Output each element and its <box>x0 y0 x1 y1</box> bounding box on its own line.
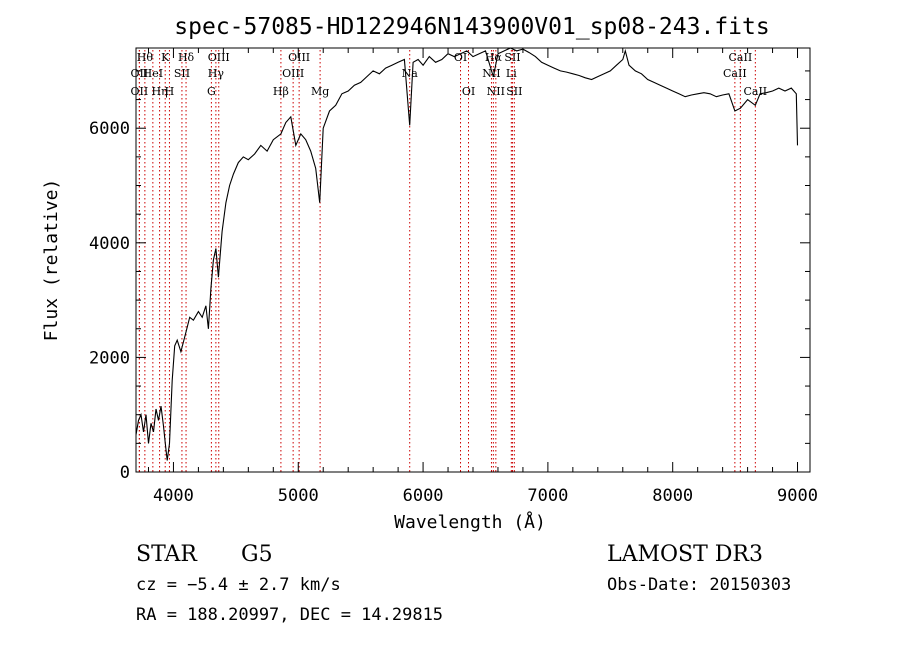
line-label-3: HeI <box>143 67 163 80</box>
y-tick-label-1: 2000 <box>89 348 130 368</box>
y-axis-label: Flux (relative) <box>41 179 62 342</box>
line-label-0: Hθ <box>137 51 154 64</box>
object-class: STAR <box>136 542 198 567</box>
line-label-27: CaII <box>743 85 767 98</box>
spectral-line-labels: HθOIIOIIHeIHηKHSIIHδHγGOIIIHβOIIIOIIIMgN… <box>131 51 768 98</box>
line-label-20: Hα <box>485 51 503 64</box>
line-label-1: OII <box>131 67 149 80</box>
line-label-16: Na <box>402 67 419 80</box>
line-label-19: NII <box>482 67 500 80</box>
x-tick-label-0: 4000 <box>153 486 194 506</box>
line-label-17: OI <box>454 51 467 64</box>
redshift-readout: cz = −5.4 ± 2.7 km/s <box>136 575 341 595</box>
survey-name: LAMOST DR3 <box>607 542 763 567</box>
object-subclass: G5 <box>241 542 273 567</box>
line-label-23: SII <box>504 51 520 64</box>
line-label-14: OIII <box>288 51 310 64</box>
y-tick-label-0: 0 <box>120 463 130 483</box>
line-label-5: K <box>161 51 170 64</box>
spectrum-series-line <box>135 47 799 461</box>
plot-frame <box>135 47 811 473</box>
x-axis-ticks: 4000 5000 6000 7000 8000 9000 <box>147 48 818 506</box>
line-label-7: SII <box>174 67 190 80</box>
x-axis-label: Wavelength (Å) <box>394 511 546 533</box>
x-tick-label-5: 9000 <box>777 486 818 506</box>
line-label-18: OI <box>462 85 475 98</box>
line-label-12: Hβ <box>273 85 289 98</box>
line-label-9: Hγ <box>208 67 225 80</box>
line-label-10: G <box>207 85 216 98</box>
line-label-22: Li <box>506 67 517 80</box>
line-label-15: Mg <box>311 85 329 98</box>
x-tick-label-4: 8000 <box>652 486 693 506</box>
observation-date: Obs-Date: 20150303 <box>607 575 791 595</box>
line-label-2: OII <box>131 85 149 98</box>
line-label-4: Hη <box>151 85 167 98</box>
x-tick-label-1: 5000 <box>278 486 319 506</box>
line-label-8: Hδ <box>178 51 195 64</box>
line-label-13: OIII <box>282 67 304 80</box>
x-tick-label-3: 7000 <box>527 486 568 506</box>
y-tick-label-3: 6000 <box>89 119 130 139</box>
line-label-6: H <box>165 85 175 98</box>
line-label-25: CaII <box>723 67 747 80</box>
line-label-21: NII <box>487 85 505 98</box>
line-label-24: SII <box>506 85 522 98</box>
x-tick-label-2: 6000 <box>403 486 444 506</box>
y-tick-label-2: 4000 <box>89 234 130 254</box>
spectral-line-markers <box>138 50 756 472</box>
line-label-26: CaII <box>729 51 753 64</box>
coordinates-readout: RA = 188.20997, DEC = 14.29815 <box>136 605 443 625</box>
chart-title: spec-57085-HD122946N143900V01_sp08-243.f… <box>174 14 769 40</box>
y-axis-ticks: 0 2000 4000 6000 <box>89 70 810 483</box>
line-label-11: OIII <box>208 51 230 64</box>
